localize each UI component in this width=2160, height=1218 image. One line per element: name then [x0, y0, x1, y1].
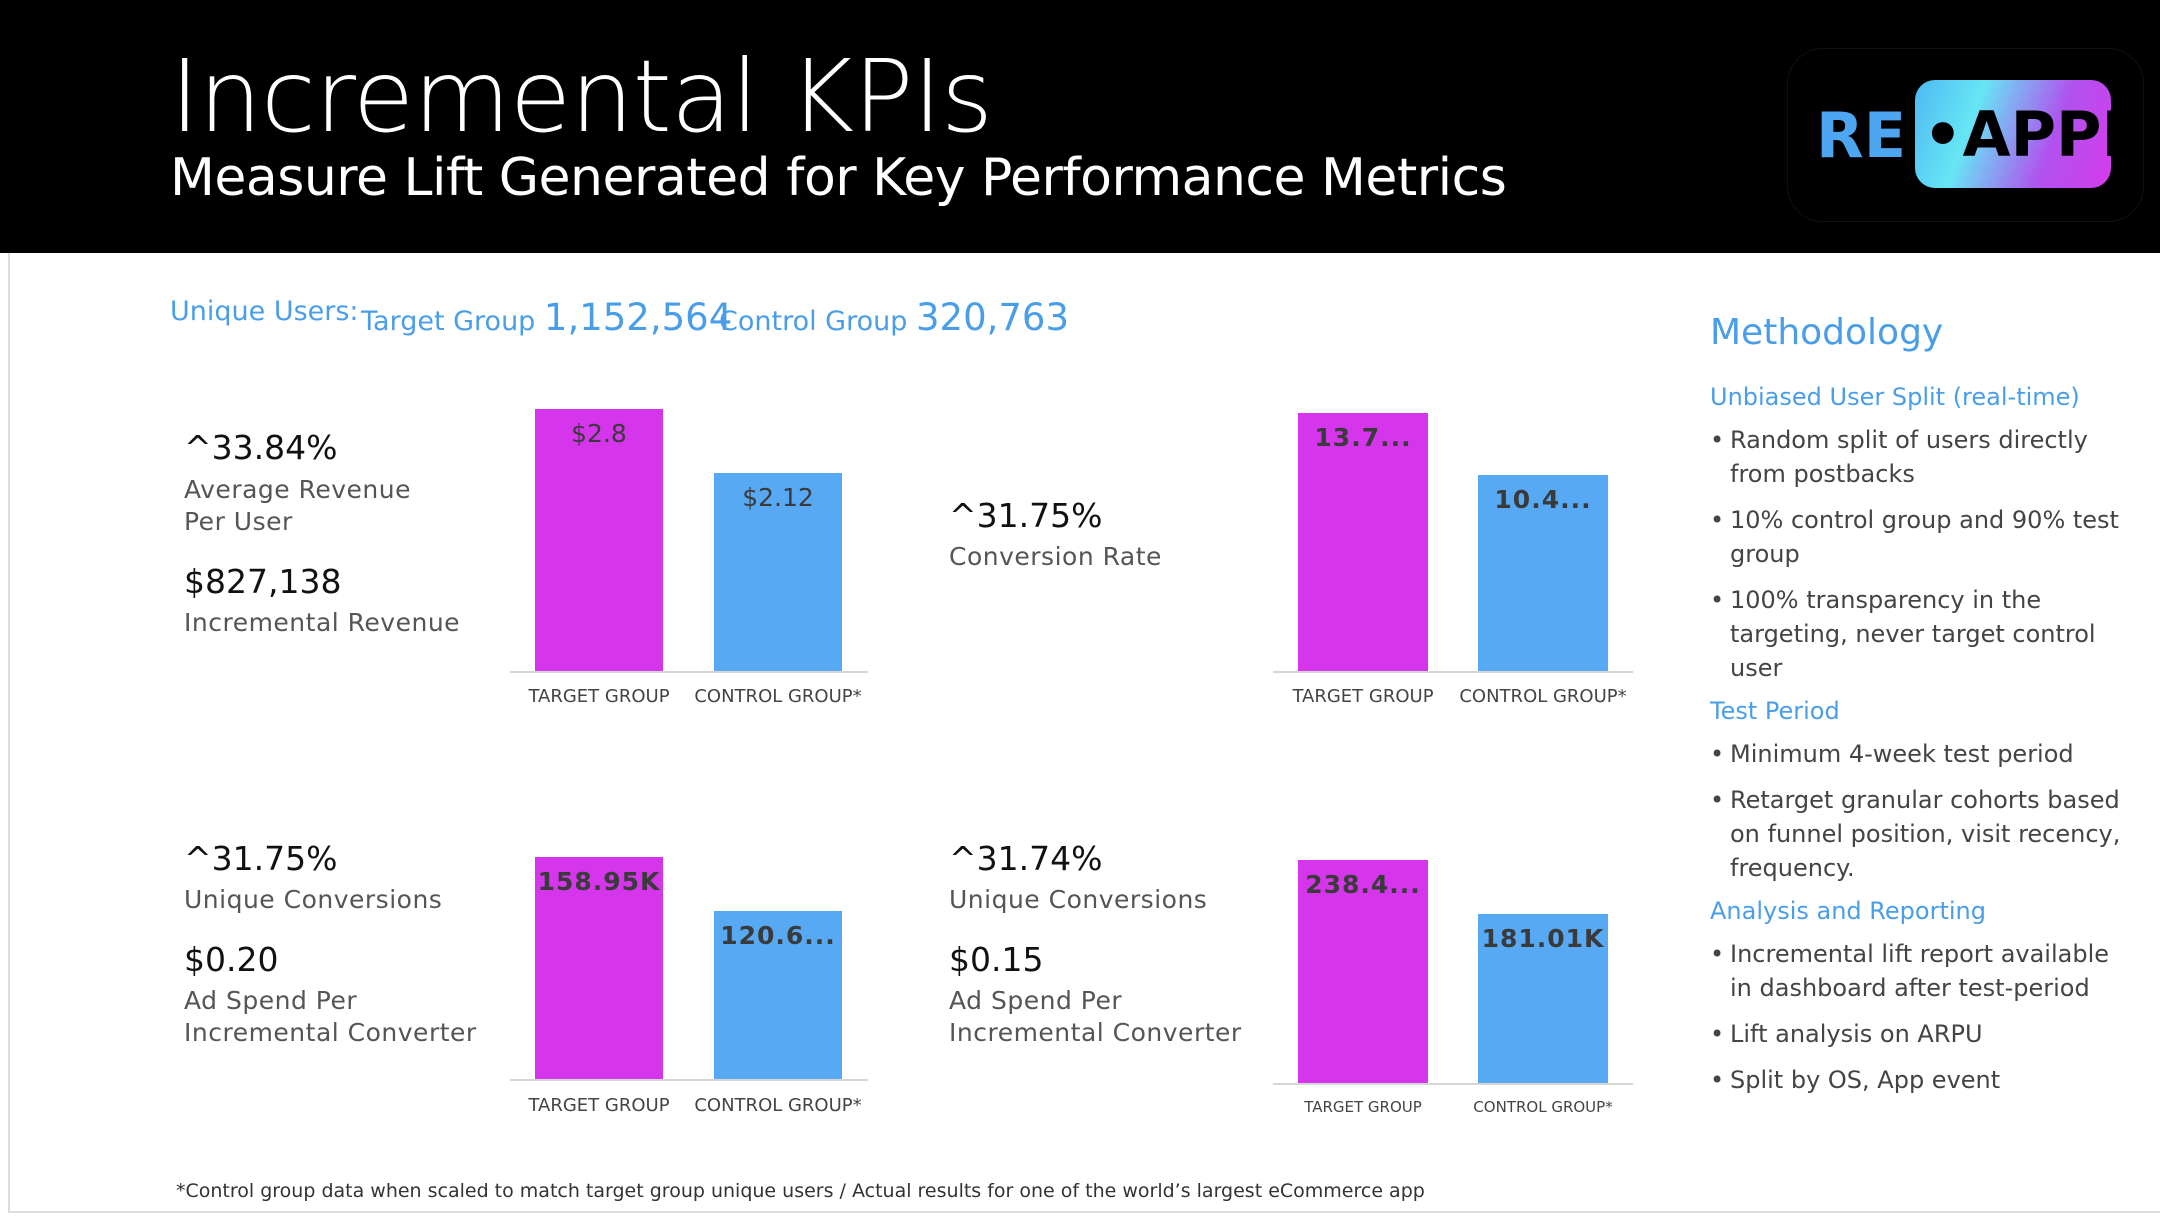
bar-value-label: 120.6... — [720, 920, 836, 950]
x-axis-tick-label: TARGET GROUP — [528, 1095, 670, 1116]
kpi-label: Unique Conversions — [184, 885, 443, 914]
x-axis-line — [1273, 1083, 1633, 1085]
control-group-stat: Control Group 320,763 — [719, 296, 1069, 339]
bar-target-group: 158.95K — [535, 857, 663, 1079]
methodology-bullet: 10% control group and 90% test group — [1710, 503, 2130, 571]
methodology-title: Methodology — [1710, 312, 1944, 353]
x-axis-line — [1273, 671, 1633, 673]
bar-value-label: 181.01K — [1481, 923, 1605, 953]
footnote: *Control group data when scaled to match… — [176, 1180, 1425, 1202]
kpi-label: Per User — [184, 507, 293, 536]
kpi-value-label: Incremental Revenue — [184, 608, 461, 637]
kpi-value: $0.20 — [184, 940, 279, 979]
kpi-lift: ^31.75% — [949, 496, 1103, 535]
kpi-lift: ^31.75% — [184, 839, 338, 878]
bar-control-group: 181.01K — [1478, 913, 1608, 1083]
methodology-bullet: Random split of users directly from post… — [1710, 423, 2130, 491]
x-axis-tick-label: CONTROL GROUP* — [1459, 686, 1627, 707]
kpi-value-label: Incremental Converter — [184, 1018, 477, 1047]
logo-re: RE — [1816, 99, 1907, 172]
page-subtitle: Measure Lift Generated for Key Performan… — [170, 148, 1507, 208]
x-axis-line — [510, 671, 868, 673]
kpi-label: Unique Conversions — [949, 885, 1208, 914]
x-axis-tick-label: TARGET GROUP — [1304, 1098, 1422, 1116]
methodology-bullet: Lift analysis on ARPU — [1710, 1017, 2130, 1051]
bar-value-label: 13.7... — [1314, 423, 1412, 452]
control-group-value: 320,763 — [915, 296, 1069, 339]
reappi-logo: RE •APPI — [1787, 48, 2144, 222]
x-axis-tick-label: CONTROL GROUP* — [694, 686, 862, 707]
x-axis-tick-label: CONTROL GROUP* — [1473, 1098, 1613, 1116]
bar-value-label: 10.4... — [1494, 485, 1592, 515]
x-axis-tick-label: TARGET GROUP — [528, 686, 670, 707]
bar-value-label: $2.8 — [571, 419, 627, 448]
bar-target-group: $2.8 — [535, 409, 663, 671]
bar-value-label: 238.4... — [1305, 870, 1421, 899]
kpi-label: Average Revenue — [184, 475, 411, 504]
bar-control-group: 120.6... — [714, 910, 842, 1079]
control-group-label: Control Group — [719, 306, 908, 337]
bar-target-group: 238.4... — [1298, 860, 1428, 1083]
bar-value-label: $2.12 — [742, 482, 814, 512]
bar-value-label: 158.95K — [537, 867, 661, 896]
x-axis-tick-label: TARGET GROUP — [1292, 686, 1434, 707]
methodology-section-heading: Unbiased User Split (real-time) — [1710, 383, 2080, 411]
x-axis-tick-label: CONTROL GROUP* — [694, 1095, 862, 1116]
kpi-value: $827,138 — [184, 562, 342, 601]
bar-control-group: $2.12 — [714, 472, 842, 671]
methodology-bullet: Retarget granular cohorts based on funne… — [1710, 783, 2130, 885]
methodology-bullet: Minimum 4-week test period — [1710, 737, 2130, 771]
bar-target-group: 13.7... — [1298, 413, 1428, 671]
kpi-value: $0.15 — [949, 940, 1044, 979]
kpi-lift: ^33.84% — [184, 428, 338, 467]
content-panel — [8, 253, 2160, 1213]
methodology-bullet: 100% transparency in the targeting, neve… — [1710, 583, 2130, 685]
kpi-value-label: Ad Spend Per — [949, 986, 1123, 1015]
target-group-value: 1,152,564 — [543, 296, 733, 339]
target-group-stat: Target Group 1,152,564 — [361, 296, 732, 339]
kpi-lift: ^31.74% — [949, 839, 1103, 878]
methodology-section-heading: Test Period — [1710, 697, 1840, 725]
kpi-value-label: Incremental Converter — [949, 1018, 1242, 1047]
logo-pill: •APPI — [1915, 80, 2125, 188]
kpi-value-label: Ad Spend Per — [184, 986, 358, 1015]
target-group-label: Target Group — [361, 306, 536, 337]
page-title: Incremental KPIs — [170, 38, 993, 155]
unique-users-label: Unique Users: — [170, 296, 359, 327]
methodology-panel: Methodology Unbiased User Split (real-ti… — [1710, 312, 2130, 1109]
x-axis-line — [510, 1079, 868, 1081]
methodology-bullet: Split by OS, App event — [1710, 1063, 2130, 1097]
kpi-label: Conversion Rate — [949, 542, 1162, 571]
bar-control-group: 10.4... — [1478, 475, 1608, 671]
header-banner: Incremental KPIs Measure Lift Generated … — [0, 0, 2160, 253]
methodology-bullet: Incremental lift report available in das… — [1710, 937, 2130, 1005]
methodology-section-heading: Analysis and Reporting — [1710, 897, 1986, 925]
